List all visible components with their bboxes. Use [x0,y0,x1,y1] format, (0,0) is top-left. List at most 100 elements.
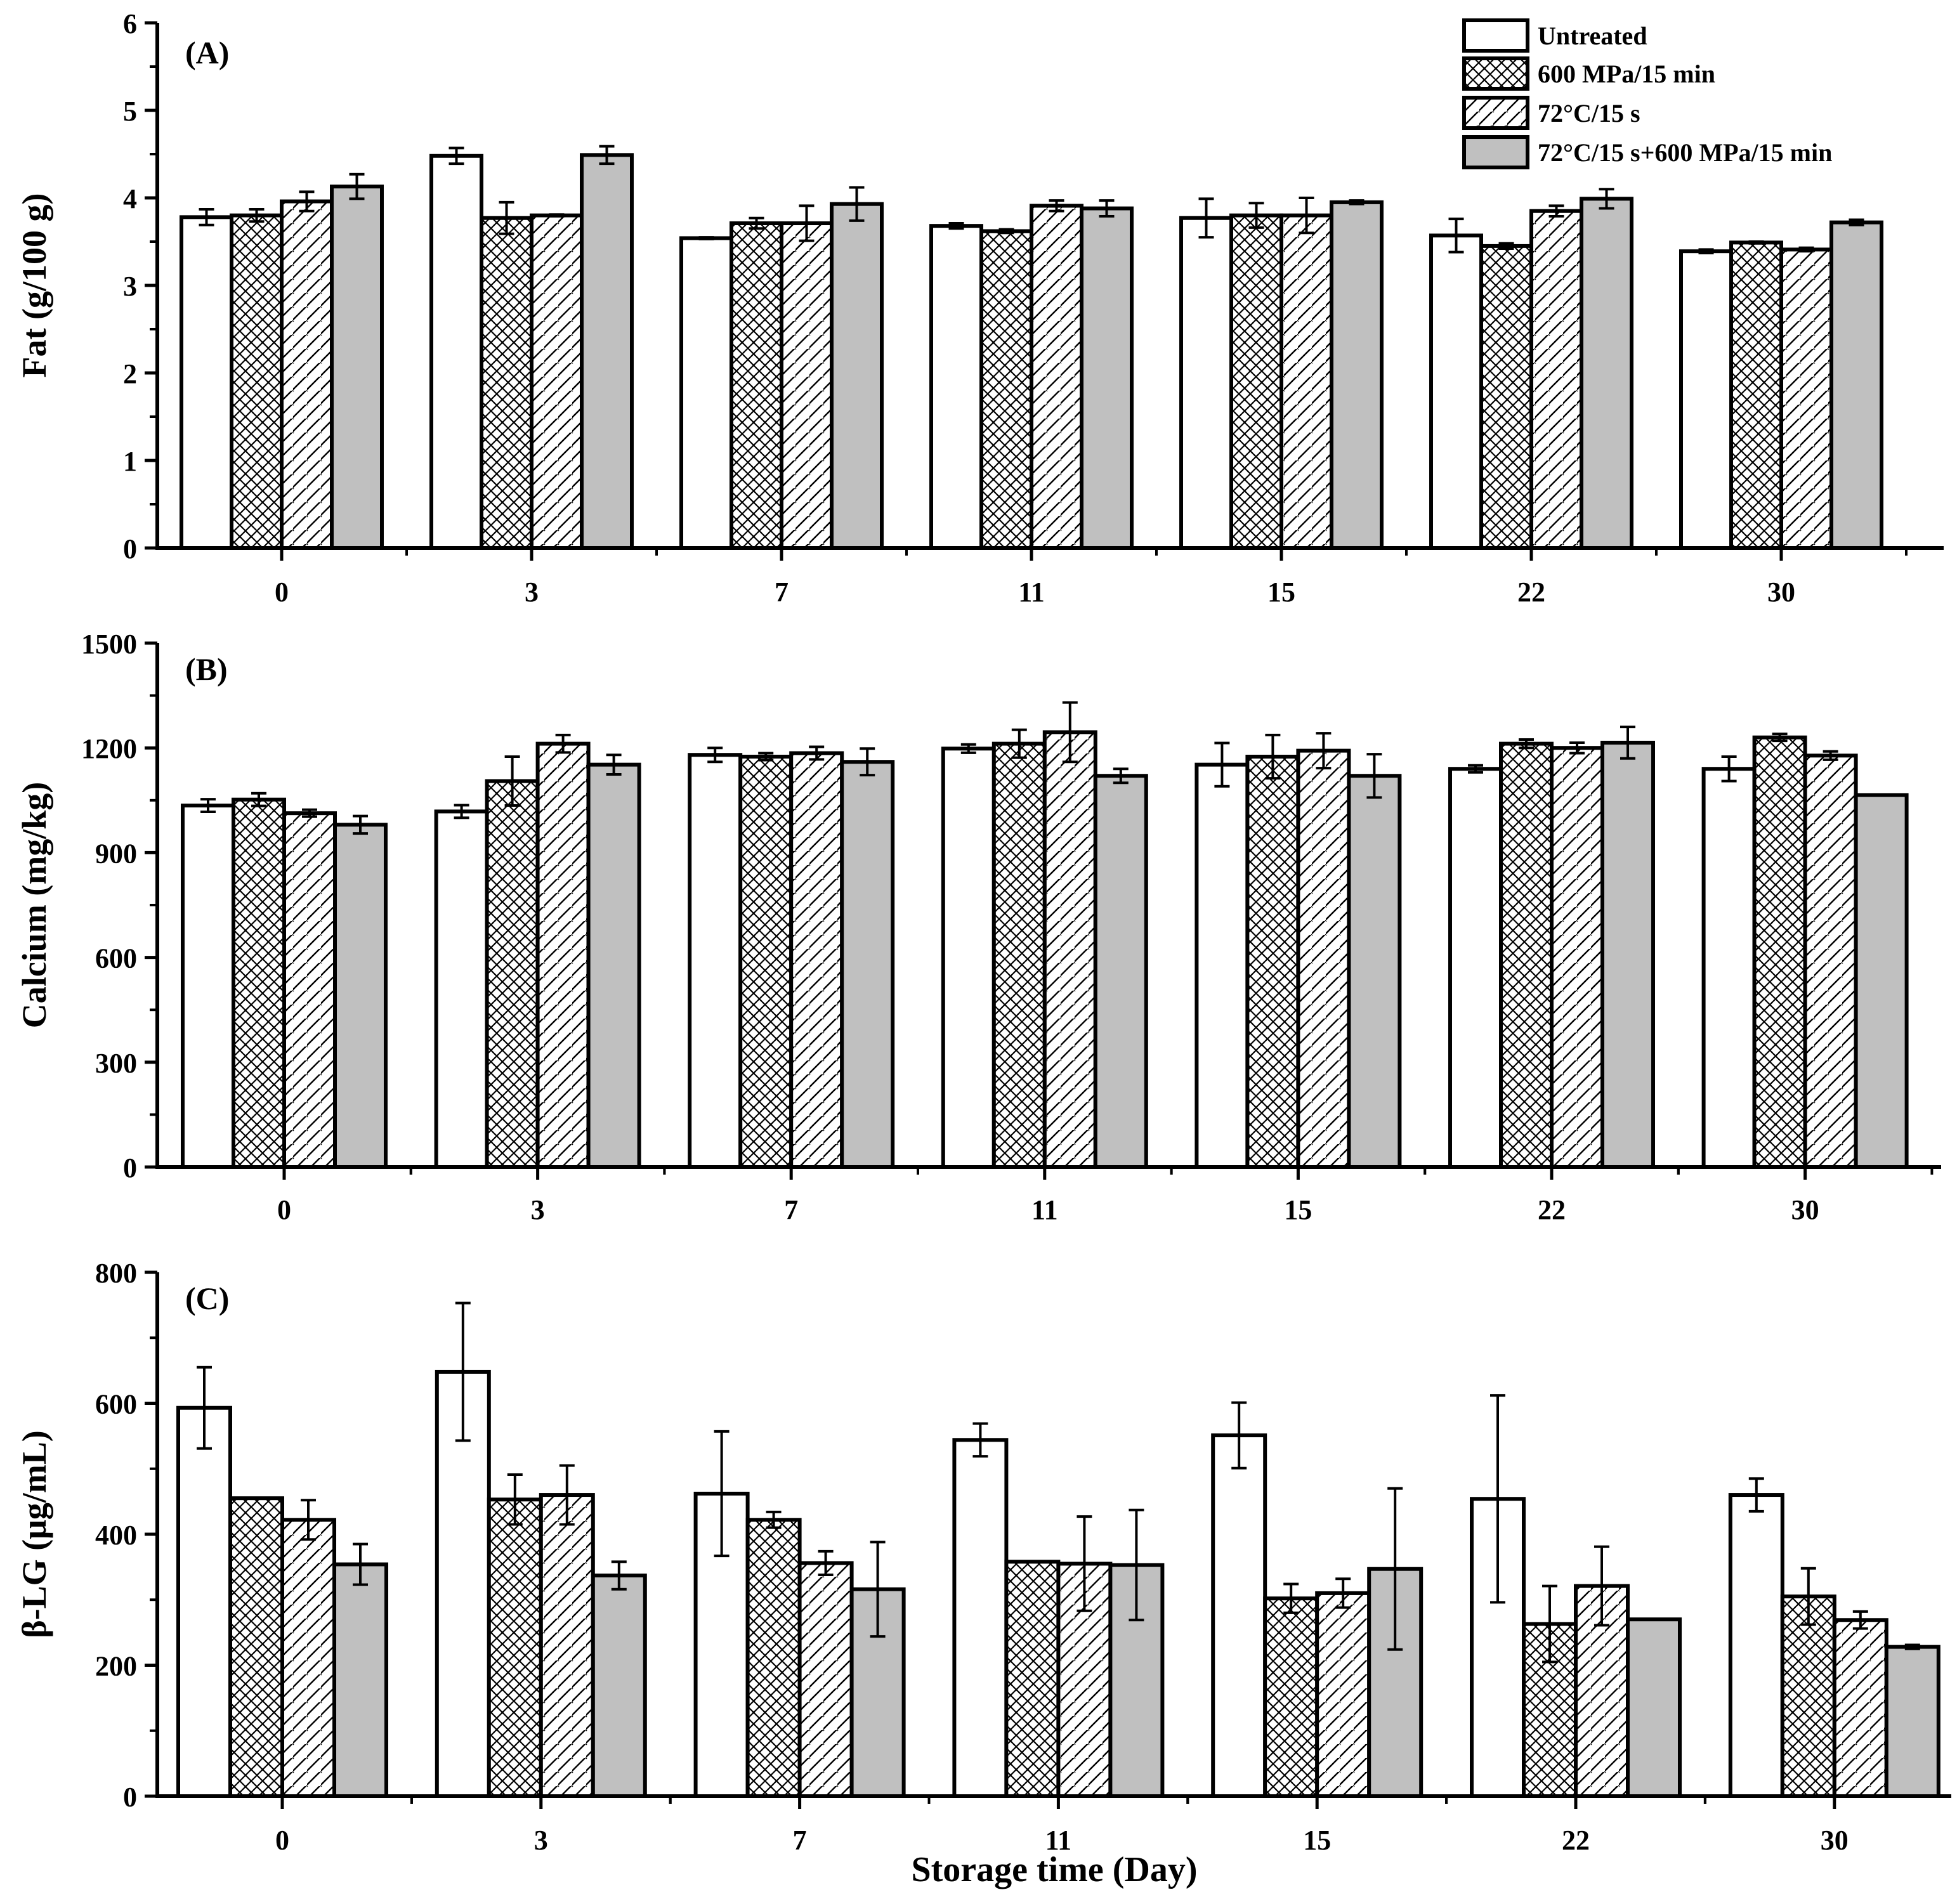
bar-a-day3-72c-600mpa [580,153,634,550]
bar-b-day11-untreated [941,747,996,1170]
error-bar-c-day7-untreated [714,1430,730,1558]
x-tick-label: 7 [775,577,789,608]
bar-a-day30-untreated [1679,249,1733,550]
bar-a-day30-72c [1779,247,1833,550]
bar-b-day11-72c-600mpa [1093,774,1148,1169]
bar-a-day15-72c-600mpa [1330,200,1384,550]
y-axis-title: Fat (g/100 g) [15,193,53,378]
bar-a-day3-untreated [429,153,483,550]
error-bar-a-day22-72c-600mpa [1599,188,1614,210]
error-bar-b-day11-600mpa [1011,728,1027,759]
error-bar-a-day7-untreated [698,236,714,240]
y-tick-label: 6 [123,8,137,39]
x-tick-label: 0 [277,1194,291,1225]
bar-a-day22-untreated [1429,233,1483,550]
bar-a-day15-600mpa [1229,213,1283,551]
x-tick-label: 11 [1031,1194,1058,1225]
bar-a-day30-72c-600mpa [1829,220,1883,550]
legend-item-untreated: Untreated [1462,18,1647,53]
error-bar-a-day3-600mpa [499,200,514,235]
y-tick-label: 0 [123,1782,137,1813]
y-tick-label: 300 [95,1048,137,1079]
bar-c-day7-72c [797,1561,854,1798]
error-bar-b-day11-untreated [960,743,976,754]
legend-item-72c-600mpa: 72°C/15 s+600 MPa/15 min [1462,135,1832,169]
bar-a-day7-600mpa [730,221,783,550]
bar-b-day22-untreated [1448,767,1503,1169]
error-bar-a-day22-untreated [1448,218,1464,254]
error-bar-a-day3-72c [549,213,565,218]
error-bar-c-day11-72c [1077,1515,1092,1612]
y-tick-label: 1 [123,446,137,477]
bar-c-day30-600mpa [1780,1594,1836,1798]
error-bar-b-day7-72c-600mpa [860,747,875,777]
error-bar-c-day22-untreated [1490,1394,1505,1604]
error-bar-a-day11-72c-600mpa [1099,199,1115,218]
y-tick-label: 2 [123,358,137,389]
bar-b-day22-72c-600mpa [1600,740,1655,1169]
error-bar-a-day11-600mpa [998,228,1014,235]
bar-b-day0-untreated [181,804,235,1170]
x-tick-label: 0 [275,1825,289,1856]
bar-c-day11-untreated [952,1438,1009,1799]
legend-label: 72°C/15 s+600 MPa/15 min [1538,138,1832,167]
legend-swatch [1462,56,1529,91]
error-bar-c-day30-untreated [1748,1477,1764,1513]
bar-a-day7-untreated [679,236,733,550]
y-tick-label: 800 [95,1258,137,1289]
error-bar-b-day11-72c [1062,701,1078,764]
error-bar-a-day22-600mpa [1498,242,1514,251]
bar-b-day30-72c-600mpa [1854,793,1909,1170]
legend-label: 600 MPa/15 min [1538,60,1715,88]
error-bar-a-day11-72c [1049,199,1064,212]
bar-a-day0-600mpa [230,213,284,551]
y-tick-label: 1200 [81,733,137,764]
bar-a-day11-72c-600mpa [1080,206,1134,550]
bar-a-day3-72c [530,213,584,551]
bar-a-day0-72c [280,199,334,550]
error-bar-c-day7-72c-600mpa [870,1541,886,1638]
bar-b-day3-600mpa [485,779,540,1169]
legend-item-600mpa: 600 MPa/15 min [1462,56,1715,91]
y-axis-title: β-LG (μg/mL) [15,1430,53,1638]
error-bar-a-day30-72c-600mpa [1849,218,1864,226]
bar-a-day11-600mpa [979,229,1033,550]
error-bar-b-day7-600mpa [758,752,774,762]
x-tick-label: 0 [275,577,289,608]
bar-b-day0-72c-600mpa [333,823,388,1169]
bar-c-day15-72c [1315,1591,1371,1799]
bar-a-day0-72c-600mpa [330,185,384,550]
bar-a-day30-600mpa [1729,240,1783,550]
error-bar-c-day0-72c [301,1499,316,1541]
y-tick-label: 5 [123,96,137,127]
x-tick-label: 11 [1018,577,1045,608]
error-bar-a-day30-600mpa [1748,240,1764,245]
bar-c-day0-untreated [176,1405,232,1799]
bar-a-day15-72c [1280,213,1333,551]
error-bar-b-day7-untreated [707,747,723,764]
x-tick-label: 22 [1562,1825,1590,1856]
x-tick-label: 11 [1045,1825,1072,1856]
x-tick-label: 30 [1767,577,1795,608]
y-tick-label: 600 [95,943,137,974]
error-bar-c-day7-600mpa [766,1510,782,1529]
bar-b-day3-72c-600mpa [586,762,641,1169]
y-tick-label: 0 [123,533,137,564]
bar-b-day11-600mpa [992,741,1047,1170]
error-bar-c-day11-72c-600mpa [1129,1508,1144,1622]
error-bar-c-day3-72c-600mpa [611,1560,627,1591]
bar-a-day22-72c-600mpa [1580,197,1633,550]
error-bar-a-day15-72c [1299,197,1314,235]
y-tick-label: 200 [95,1651,137,1682]
error-bar-c-day7-72c [818,1549,834,1577]
error-bar-b-day15-untreated [1214,741,1230,788]
bar-b-day0-72c [282,811,337,1169]
bar-a-day3-600mpa [480,216,533,550]
legend-swatch [1462,96,1529,130]
bar-b-day30-72c [1803,753,1858,1169]
error-bar-c-day15-600mpa [1283,1582,1299,1614]
error-bar-b-day22-72c [1569,741,1585,755]
error-bar-a-day15-600mpa [1248,202,1264,229]
y-tick-label: 4 [123,183,137,214]
